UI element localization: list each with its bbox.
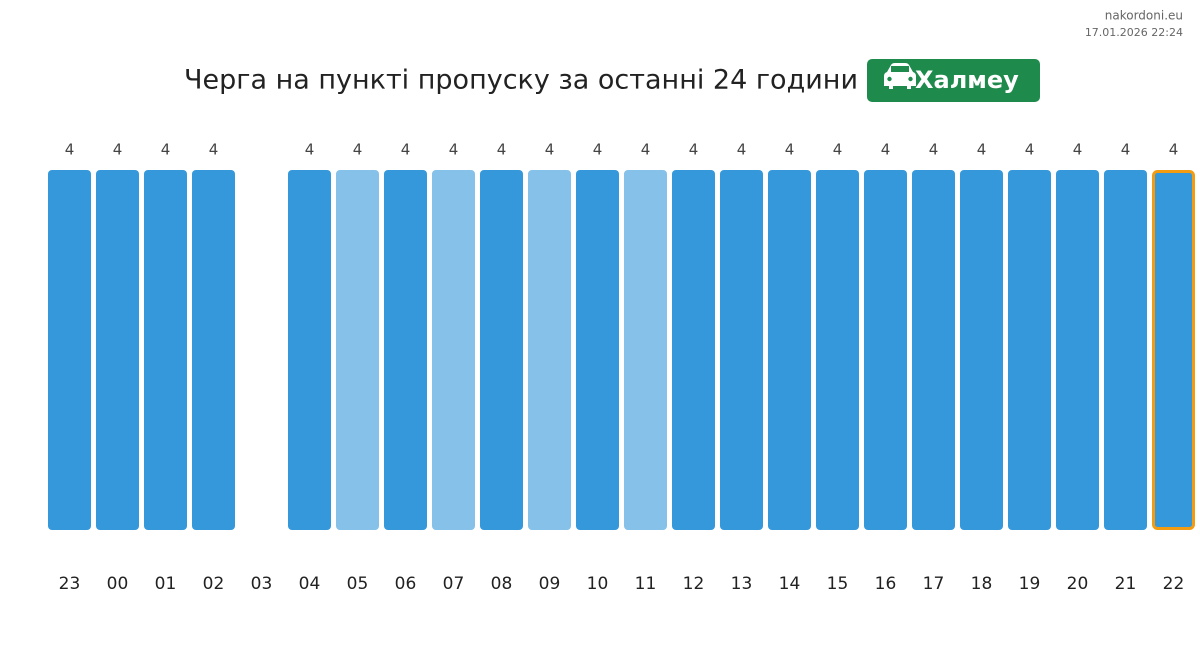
- value-label: 4: [161, 141, 171, 159]
- bar: [192, 170, 235, 530]
- value-label: 4: [1121, 141, 1131, 159]
- value-label: 4: [785, 141, 795, 159]
- x-tick-label: 12: [683, 574, 705, 594]
- chart-title: Черга на пункті пропуску за останні 24 г…: [184, 65, 858, 96]
- bar: [576, 170, 619, 530]
- value-label: 4: [65, 141, 75, 159]
- value-label: 4: [497, 141, 507, 159]
- value-label: 4: [881, 141, 891, 159]
- value-label: 4: [1073, 141, 1083, 159]
- bar: [624, 170, 667, 530]
- value-label: 4: [401, 141, 411, 159]
- value-label: 4: [209, 141, 219, 159]
- bar: [96, 170, 139, 530]
- x-tick-label: 08: [491, 574, 513, 594]
- value-label: 4: [929, 141, 939, 159]
- bar: [528, 170, 571, 530]
- x-tick-label: 09: [539, 574, 561, 594]
- x-tick-label: 05: [347, 574, 369, 594]
- x-tick-label: 14: [779, 574, 801, 594]
- value-label: 4: [833, 141, 843, 159]
- bar: [960, 170, 1003, 530]
- value-label: 4: [737, 141, 747, 159]
- bar: [1152, 170, 1195, 530]
- bar: [1008, 170, 1051, 530]
- bar: [768, 170, 811, 530]
- value-label: 4: [545, 141, 555, 159]
- x-tick-label: 15: [827, 574, 849, 594]
- x-tick-label: 22: [1163, 574, 1185, 594]
- bar: [720, 170, 763, 530]
- value-label: 4: [353, 141, 363, 159]
- value-label: 4: [449, 141, 459, 159]
- bar: [48, 170, 91, 530]
- x-tick-label: 01: [155, 574, 177, 594]
- x-tick-label: 17: [923, 574, 945, 594]
- bar: [1104, 170, 1147, 530]
- value-label: 4: [641, 141, 651, 159]
- x-tick-label: 18: [971, 574, 993, 594]
- value-label: 4: [593, 141, 603, 159]
- x-tick-label: 00: [107, 574, 129, 594]
- x-tick-label: 23: [59, 574, 81, 594]
- source: nakordoni.eu: [1105, 9, 1183, 23]
- value-label: 4: [1025, 141, 1035, 159]
- x-tick-label: 21: [1115, 574, 1137, 594]
- bar: [384, 170, 427, 530]
- x-tick-label: 10: [587, 574, 609, 594]
- value-label: 4: [977, 141, 987, 159]
- value-label: 4: [305, 141, 315, 159]
- bar: [432, 170, 475, 530]
- bar: [1056, 170, 1099, 530]
- x-tick-label: 13: [731, 574, 753, 594]
- bar: [816, 170, 859, 530]
- x-tick-label: 20: [1067, 574, 1089, 594]
- x-tick-label: 06: [395, 574, 417, 594]
- x-tick-label: 07: [443, 574, 465, 594]
- x-tick-label: 04: [299, 574, 321, 594]
- car-icon: [884, 63, 916, 89]
- badge-label: Халмеу: [915, 66, 1019, 94]
- bar: [336, 170, 379, 530]
- x-tick-label: 03: [251, 574, 273, 594]
- timestamp: 17.01.2026 22:24: [1085, 26, 1183, 39]
- x-tick-label: 19: [1019, 574, 1041, 594]
- bar: [144, 170, 187, 530]
- bar: [864, 170, 907, 530]
- value-label: 4: [113, 141, 123, 159]
- x-tick-label: 16: [875, 574, 897, 594]
- x-tick-label: 02: [203, 574, 225, 594]
- bar: [912, 170, 955, 530]
- x-tick-label: 11: [635, 574, 657, 594]
- bar: [288, 170, 331, 530]
- bar: [672, 170, 715, 530]
- bar: [480, 170, 523, 530]
- value-label: 4: [689, 141, 699, 159]
- value-label: 4: [1169, 141, 1179, 159]
